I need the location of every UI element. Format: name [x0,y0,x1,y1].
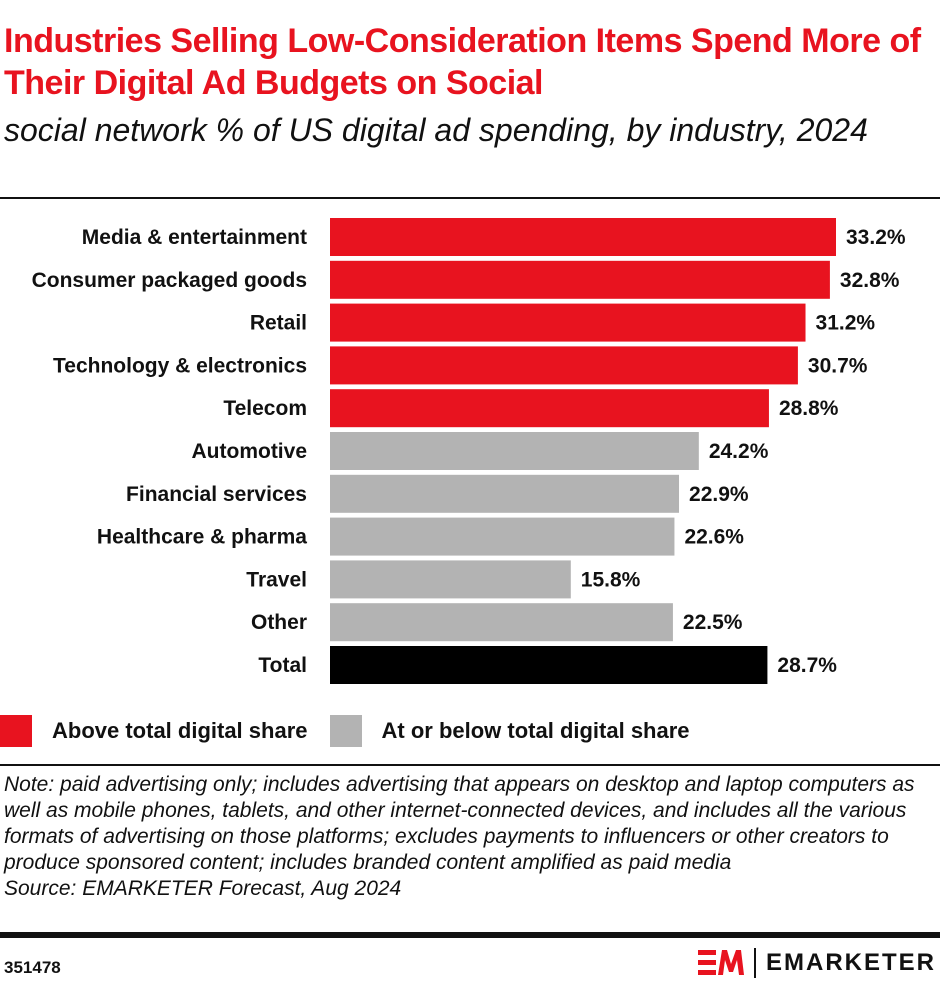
category-label: Healthcare & pharma [97,526,307,549]
bar-media-entertainment [330,218,836,256]
category-label: Consumer packaged goods [32,269,307,292]
top-divider [0,197,940,199]
em-logo-icon [697,950,744,975]
value-label: 28.7% [777,654,837,677]
value-label: 28.8% [779,397,839,420]
note-divider [0,764,940,766]
chart-title: Industries Selling Low-Consideration Ite… [4,22,921,102]
logo-divider [753,948,756,978]
value-label: 24.2% [709,440,769,463]
emarketer-logo: EMARKETER [697,948,936,978]
bar-healthcare-pharma [330,517,675,556]
value-label: 30.7% [808,354,868,377]
value-label: 33.2% [846,226,906,249]
bar-financial-services [330,474,680,513]
bottom-divider [0,932,940,938]
value-label: 15.8% [581,568,641,591]
brand-name: EMARKETER [765,949,936,976]
category-label: Other [251,611,307,634]
bar-technology-electronics [330,346,798,385]
category-label: Total [258,654,307,677]
category-label: Automotive [192,440,308,463]
value-label: 22.6% [684,526,744,549]
bar-automotive [330,432,699,470]
bar-travel [330,560,571,599]
bar-retail [330,303,806,342]
chart-subtitle: social network % of US digital ad spendi… [4,112,868,148]
legend: Above total digital share At or below to… [0,713,690,749]
category-label: Media & entertainment [82,226,307,249]
bar-total [330,646,768,684]
note-text: Note: paid advertising only; includes ad… [4,773,915,874]
value-label: 32.8% [840,269,900,292]
value-label: 31.2% [816,312,876,335]
legend-swatch-above [0,715,32,747]
category-label: Telecom [223,397,307,420]
value-label: 22.5% [683,611,743,634]
category-label: Travel [246,568,307,591]
category-label: Financial services [126,483,307,506]
bar-other [330,603,673,642]
chart-id: 351478 [4,958,61,977]
legend-label-below: At or below total digital share [381,718,690,743]
source-text: Source: EMARKETER Forecast, Aug 2024 [4,877,402,900]
bar-chart: Media & entertainment 33.2% Consumer packa… [32,218,906,684]
bar-consumer-packaged-goods [330,260,830,299]
value-label: 22.9% [689,483,749,506]
category-label: Technology & electronics [53,354,307,377]
category-label: Retail [250,312,307,335]
footnote: Note: paid advertising only; includes ad… [4,772,934,902]
bar-telecom [330,389,769,428]
legend-swatch-below [329,715,362,747]
legend-label-above: Above total digital share [52,718,308,743]
